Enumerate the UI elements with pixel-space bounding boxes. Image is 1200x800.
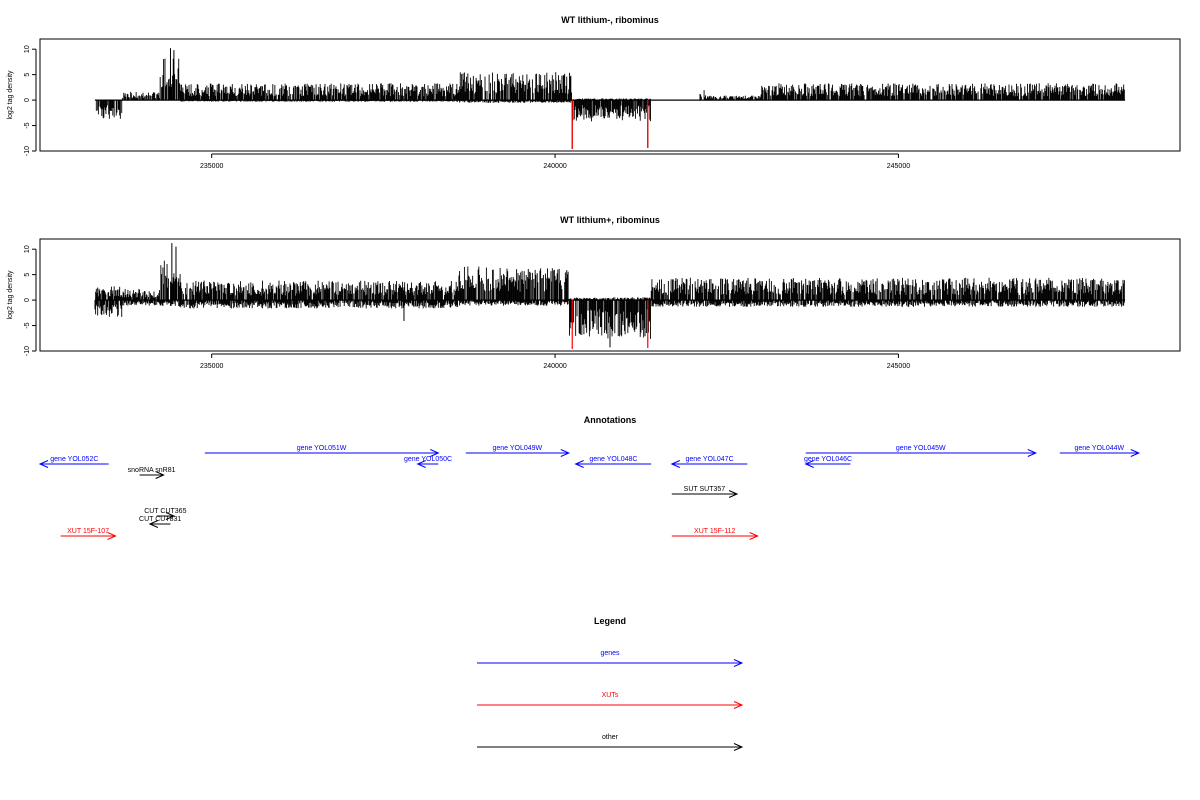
x-axis xyxy=(211,353,899,358)
y-axis xyxy=(32,248,37,352)
feature-label: gene YOL052C xyxy=(50,456,98,463)
y-tick-label: 5 xyxy=(24,73,31,77)
highlight-bars xyxy=(571,300,649,349)
feature-arrow-head xyxy=(165,512,176,520)
legend-arrow-head xyxy=(733,743,744,751)
legend-labels: genes XUTs other xyxy=(600,650,620,741)
feature-arrow-head xyxy=(560,449,571,457)
feature-label: gene YOL045W xyxy=(896,445,946,452)
panel-title: WT lithium+, ribominus xyxy=(560,215,660,225)
feature-arrow-head xyxy=(804,460,814,468)
feature-label: gene YOL044W xyxy=(1074,445,1124,452)
track-panel-lithium-plus: WT lithium+, ribominus log2 tag density … xyxy=(7,215,1181,370)
y-tick-label: 10 xyxy=(24,245,31,253)
highlight-bars xyxy=(571,100,649,149)
feature-arrow-head xyxy=(430,449,440,457)
plot-frame xyxy=(39,238,1181,352)
y-tick-label: 0 xyxy=(24,98,31,102)
x-axis xyxy=(211,153,899,158)
y-tick-labels: 10 5 0 -5 -10 xyxy=(24,45,31,156)
x-tick-label: 235000 xyxy=(200,163,223,170)
y-axis xyxy=(32,48,37,152)
annotations-title: Annotations xyxy=(584,415,637,425)
y-tick-label: 0 xyxy=(24,298,31,302)
feature-label: gene YOL051W xyxy=(297,445,347,452)
legend-arrow-head xyxy=(733,659,744,667)
legend-label: genes xyxy=(600,650,620,657)
bar-series xyxy=(94,243,1126,348)
feature-label: snoRNA snR81 xyxy=(128,467,176,474)
feature-label: XUT 15F-112 xyxy=(694,528,735,535)
x-tick-labels: 235000 240000 245000 xyxy=(200,363,910,370)
feature-arrow-head xyxy=(1027,449,1038,457)
x-tick-label: 240000 xyxy=(543,363,566,370)
x-tick-label: 235000 xyxy=(200,363,223,370)
feature-arrow-head xyxy=(670,460,681,468)
x-tick-labels: 235000 240000 245000 xyxy=(200,163,910,170)
y-tick-label: 10 xyxy=(24,45,31,53)
feature-arrow-head xyxy=(1130,449,1141,457)
y-tick-label: -10 xyxy=(24,146,31,156)
feature-arrow-head xyxy=(107,532,117,540)
feature-label: gene YOL049W xyxy=(492,445,542,452)
y-tick-labels: 10 5 0 -5 -10 xyxy=(24,245,31,356)
y-tick-label: 5 xyxy=(24,273,31,277)
legend-arrows xyxy=(477,659,744,751)
panel-title: WT lithium-, ribominus xyxy=(561,15,659,25)
feature-label: gene YOL047C xyxy=(686,456,734,463)
legend: Legend genes XUTs other xyxy=(477,616,744,751)
annotations-panel: Annotations gene YOL052C gene YOL051W ge… xyxy=(38,415,1141,540)
y-axis-label: log2 tag density xyxy=(7,70,14,120)
feature-labels: gene YOL052C gene YOL051W gene YOL050C g… xyxy=(50,445,1124,535)
y-tick-label: -5 xyxy=(24,322,31,328)
feature-arrow-head xyxy=(38,460,49,468)
feature-label: CUT CUT365 xyxy=(144,508,186,515)
feature-arrow-head xyxy=(416,460,426,468)
feature-arrow-head xyxy=(749,532,759,540)
legend-label: XUTs xyxy=(602,692,619,699)
feature-label: XUT 15F-107 xyxy=(67,528,109,535)
y-tick-label: -10 xyxy=(24,346,31,356)
feature-label: gene YOL048C xyxy=(589,456,637,463)
feature-arrows xyxy=(38,449,1141,540)
feature-arrow-head xyxy=(148,520,159,528)
legend-label: other xyxy=(602,734,619,741)
feature-label: gene YOL046C xyxy=(804,456,852,463)
feature-arrow-head xyxy=(155,471,165,479)
feature-arrow-head xyxy=(574,460,584,468)
y-tick-label: -5 xyxy=(24,122,31,128)
feature-label: SUT SUT357 xyxy=(684,486,726,493)
x-tick-label: 245000 xyxy=(887,363,910,370)
feature-label: CUT CUT831 xyxy=(139,516,181,523)
plot-frame xyxy=(39,38,1181,152)
y-axis-label: log2 tag density xyxy=(7,270,14,320)
legend-title: Legend xyxy=(594,616,626,626)
bar-series xyxy=(94,48,1126,149)
x-tick-label: 245000 xyxy=(887,163,910,170)
feature-arrow-head xyxy=(728,490,739,498)
legend-arrow-head xyxy=(733,701,744,709)
track-panel-lithium-minus: WT lithium-, ribominus log2 tag density … xyxy=(7,15,1181,170)
x-tick-label: 240000 xyxy=(543,163,566,170)
feature-label: gene YOL050C xyxy=(404,456,452,463)
